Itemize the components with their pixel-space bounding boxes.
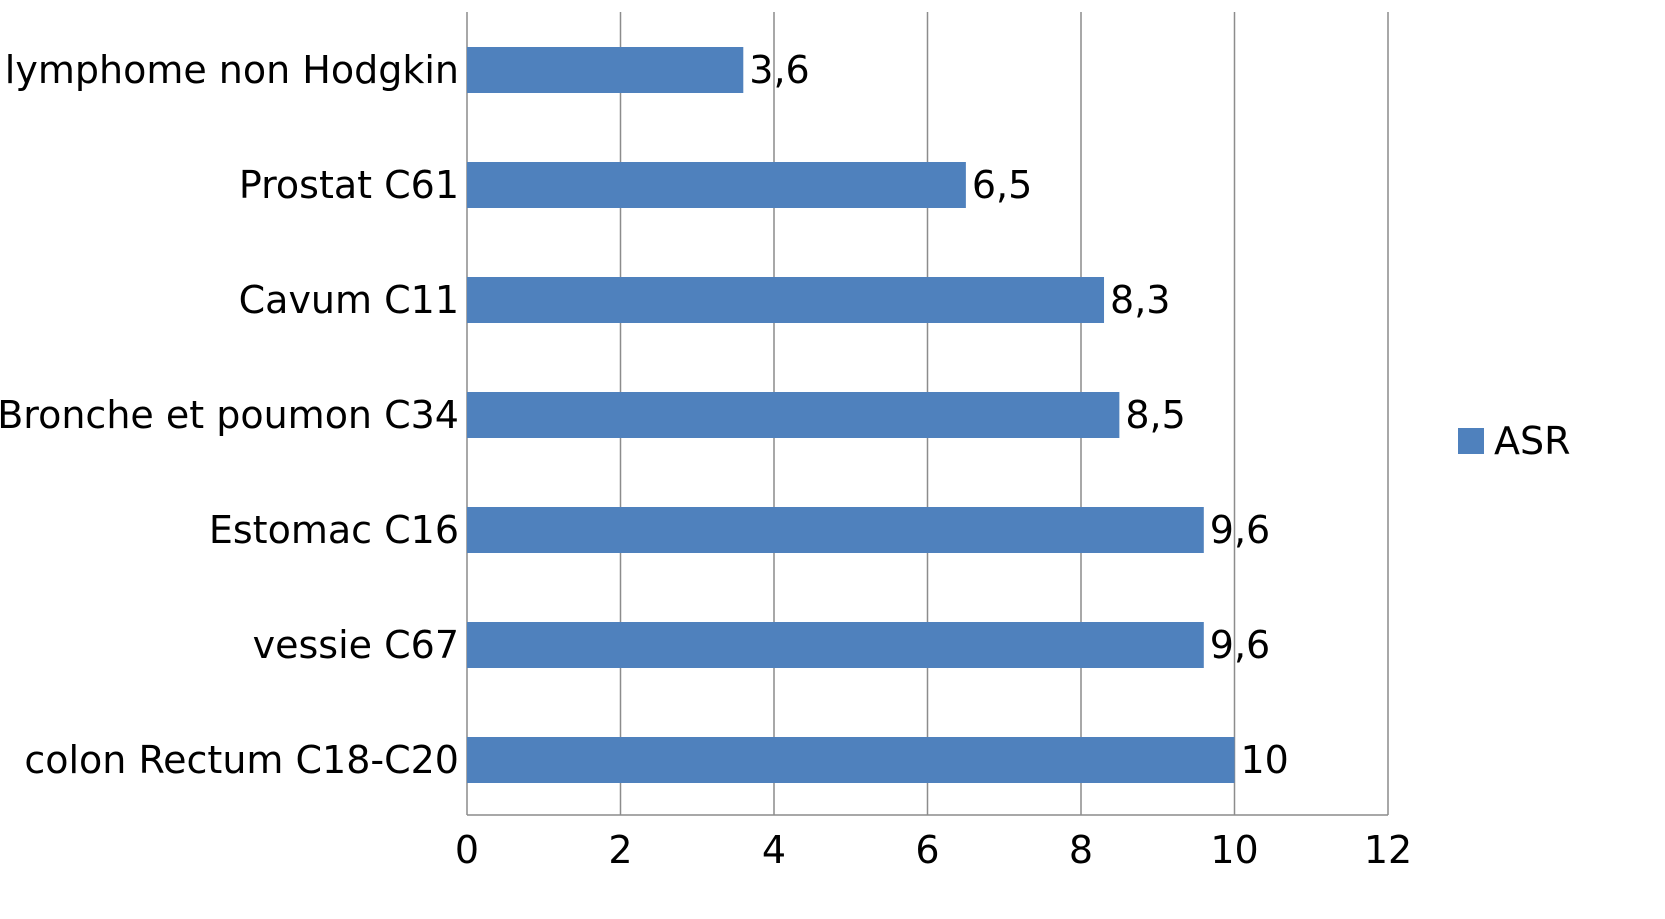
x-tick-label: 0: [455, 828, 479, 872]
value-label: 6,5: [972, 163, 1032, 207]
category-labels: lymphome non Hodgkin Prostat C61 Cavum C11…: [0, 48, 459, 782]
value-label: 9,6: [1210, 623, 1270, 667]
bar: [467, 622, 1204, 668]
category-label: lymphome non Hodgkin: [5, 48, 459, 92]
bar: [467, 277, 1105, 323]
bar: [467, 737, 1235, 783]
bar: [467, 162, 966, 208]
x-axis-ticks: 0 2 4 6 8 10 12: [455, 828, 1412, 872]
bars: [467, 47, 1235, 783]
value-labels: 3,6 6,5 8,3 8,5 9,6 9,6 10: [749, 48, 1289, 782]
category-label: colon Rectum C18-C20: [24, 738, 459, 782]
value-label: 9,6: [1210, 508, 1270, 552]
x-tick-label: 6: [915, 828, 939, 872]
x-tick-label: 10: [1210, 828, 1258, 872]
x-tick-label: 4: [762, 828, 786, 872]
bar: [467, 507, 1204, 553]
category-label: vessie C67: [253, 623, 459, 667]
legend: ASR: [1458, 419, 1571, 463]
value-label: 3,6: [749, 48, 809, 92]
bar: [467, 47, 744, 93]
value-label: 10: [1241, 738, 1289, 782]
value-label: 8,3: [1110, 278, 1170, 322]
value-label: 8,5: [1125, 393, 1185, 437]
category-label: Estomac C16: [209, 508, 459, 552]
bar: [467, 392, 1120, 438]
category-label: Bronche et poumon C34: [0, 393, 459, 437]
x-tick-label: 8: [1069, 828, 1093, 872]
category-label: Prostat C61: [239, 163, 459, 207]
x-tick-label: 12: [1364, 828, 1412, 872]
category-label: Cavum C11: [239, 278, 459, 322]
x-tick-label: 2: [608, 828, 632, 872]
legend-swatch-asr: [1458, 428, 1484, 454]
legend-label-asr: ASR: [1494, 419, 1571, 463]
